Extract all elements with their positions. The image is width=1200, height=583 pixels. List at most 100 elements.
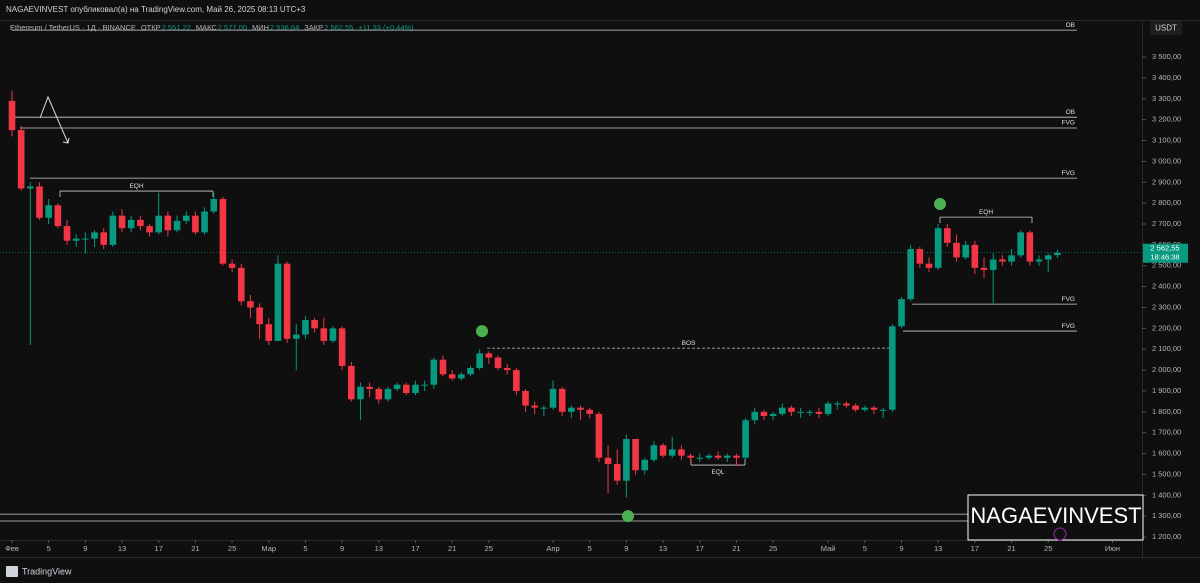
marker-dot xyxy=(934,197,946,210)
legend-item: 2 562,55 xyxy=(324,23,353,32)
x-tick-label: 13 xyxy=(375,544,383,553)
level-label: FVG xyxy=(1062,120,1075,127)
x-tick-label: 5 xyxy=(303,544,307,553)
candle-body xyxy=(806,411,814,413)
y-tick-label: 3 200,00 xyxy=(1152,115,1181,124)
candle-body xyxy=(412,384,419,394)
candle-body xyxy=(916,249,924,264)
x-tick-label: 21 xyxy=(191,544,199,553)
candle-body xyxy=(760,411,768,417)
candle-body xyxy=(118,215,126,229)
candle-body xyxy=(1044,255,1052,260)
y-tick-label: 2 400,00 xyxy=(1152,282,1181,291)
marker-dot xyxy=(622,510,634,523)
candle-body xyxy=(613,464,621,481)
y-tick-label: 1 600,00 xyxy=(1152,449,1181,458)
candle-body xyxy=(632,438,639,471)
x-tick-label: 13 xyxy=(659,544,667,553)
x-tick-label: 25 xyxy=(485,544,493,553)
x-tick-label: 25 xyxy=(769,544,777,553)
candle-body xyxy=(659,445,667,456)
candle-body xyxy=(192,215,199,233)
x-tick-label: 17 xyxy=(696,544,704,553)
candle-body xyxy=(549,388,557,408)
currency[interactable]: USDT xyxy=(1155,24,1177,33)
candle-body xyxy=(27,186,34,189)
candle-body xyxy=(824,403,832,414)
candle-body xyxy=(678,449,685,456)
candle-body xyxy=(72,238,80,241)
candle-body xyxy=(338,328,346,366)
x-tick-label: 21 xyxy=(1007,544,1015,553)
legend-item: ЗАКР xyxy=(304,23,323,32)
level-label: EQH xyxy=(129,183,143,190)
candle-body xyxy=(439,359,447,375)
candle-body xyxy=(366,386,373,389)
candle-body xyxy=(265,324,273,341)
candle-body xyxy=(109,215,117,245)
candle-body xyxy=(36,186,43,218)
y-tick-label: 2 000,00 xyxy=(1152,365,1181,374)
y-tick-label: 3 100,00 xyxy=(1152,136,1181,145)
candle-body xyxy=(971,244,979,268)
y-tick-label: 2 200,00 xyxy=(1152,323,1181,332)
candle-body xyxy=(898,299,905,327)
level-label: OB xyxy=(1066,109,1075,116)
level-label: FVG xyxy=(1062,296,1075,303)
candle-body xyxy=(623,438,630,481)
candle-body xyxy=(247,301,254,308)
candle-body xyxy=(696,457,704,459)
countdown: 18:46:38 xyxy=(1150,253,1179,262)
legend-item: МИН xyxy=(252,23,269,32)
candle-body xyxy=(999,259,1006,262)
candle-body xyxy=(494,357,502,369)
level-label: BOS xyxy=(682,340,696,347)
candle-body xyxy=(430,359,438,385)
candle-body xyxy=(91,232,98,239)
y-tick-label: 3 300,00 xyxy=(1152,94,1181,103)
x-tick-label: 21 xyxy=(732,544,740,553)
candle-body xyxy=(843,403,850,406)
level-label: OB xyxy=(1066,22,1075,29)
candle-body xyxy=(357,386,364,400)
y-tick-label: 2 500,00 xyxy=(1152,261,1181,270)
symbol-legend: Ethereum / TetherUS · 1Д · BINANCE ОТКР2 … xyxy=(10,23,414,32)
candle-body xyxy=(100,232,107,245)
footer-brand[interactable]: TradingView xyxy=(22,566,72,576)
candle-body xyxy=(1035,259,1043,262)
candle-body xyxy=(1054,252,1061,256)
candle-body xyxy=(834,403,841,405)
x-tick-label: 25 xyxy=(1044,544,1052,553)
candle-body xyxy=(292,334,300,339)
candle-body xyxy=(861,407,869,410)
x-tick-label: 9 xyxy=(899,544,903,553)
candle-body xyxy=(907,249,914,300)
candle-body xyxy=(146,226,153,233)
candle-body xyxy=(989,259,997,270)
candle-body xyxy=(558,388,566,412)
level-label: EQL xyxy=(711,469,724,476)
candle-body xyxy=(1026,232,1034,262)
currency-box[interactable] xyxy=(1150,21,1182,35)
candle-body xyxy=(182,215,190,221)
candle-body xyxy=(769,413,777,417)
y-tick-label: 3 000,00 xyxy=(1152,156,1181,165)
candle-body xyxy=(687,455,694,458)
level-label: FVG xyxy=(1062,323,1075,330)
candle-body xyxy=(274,263,282,341)
candle-body xyxy=(485,353,493,358)
x-tick-label: 5 xyxy=(47,544,51,553)
candle-body xyxy=(751,411,759,421)
alert-icon[interactable] xyxy=(1053,527,1067,541)
x-tick-label: 21 xyxy=(448,544,456,553)
x-tick-label: 9 xyxy=(83,544,87,553)
candle-body xyxy=(568,407,575,412)
legend-item: ОТКР xyxy=(141,23,161,32)
candle-body xyxy=(586,409,594,414)
candle-body xyxy=(540,407,548,409)
y-tick-label: 3 500,00 xyxy=(1152,52,1181,61)
y-tick-label: 2 100,00 xyxy=(1152,344,1181,353)
candle-body xyxy=(329,328,337,341)
candle-body xyxy=(127,219,135,229)
candle-body xyxy=(155,215,163,233)
